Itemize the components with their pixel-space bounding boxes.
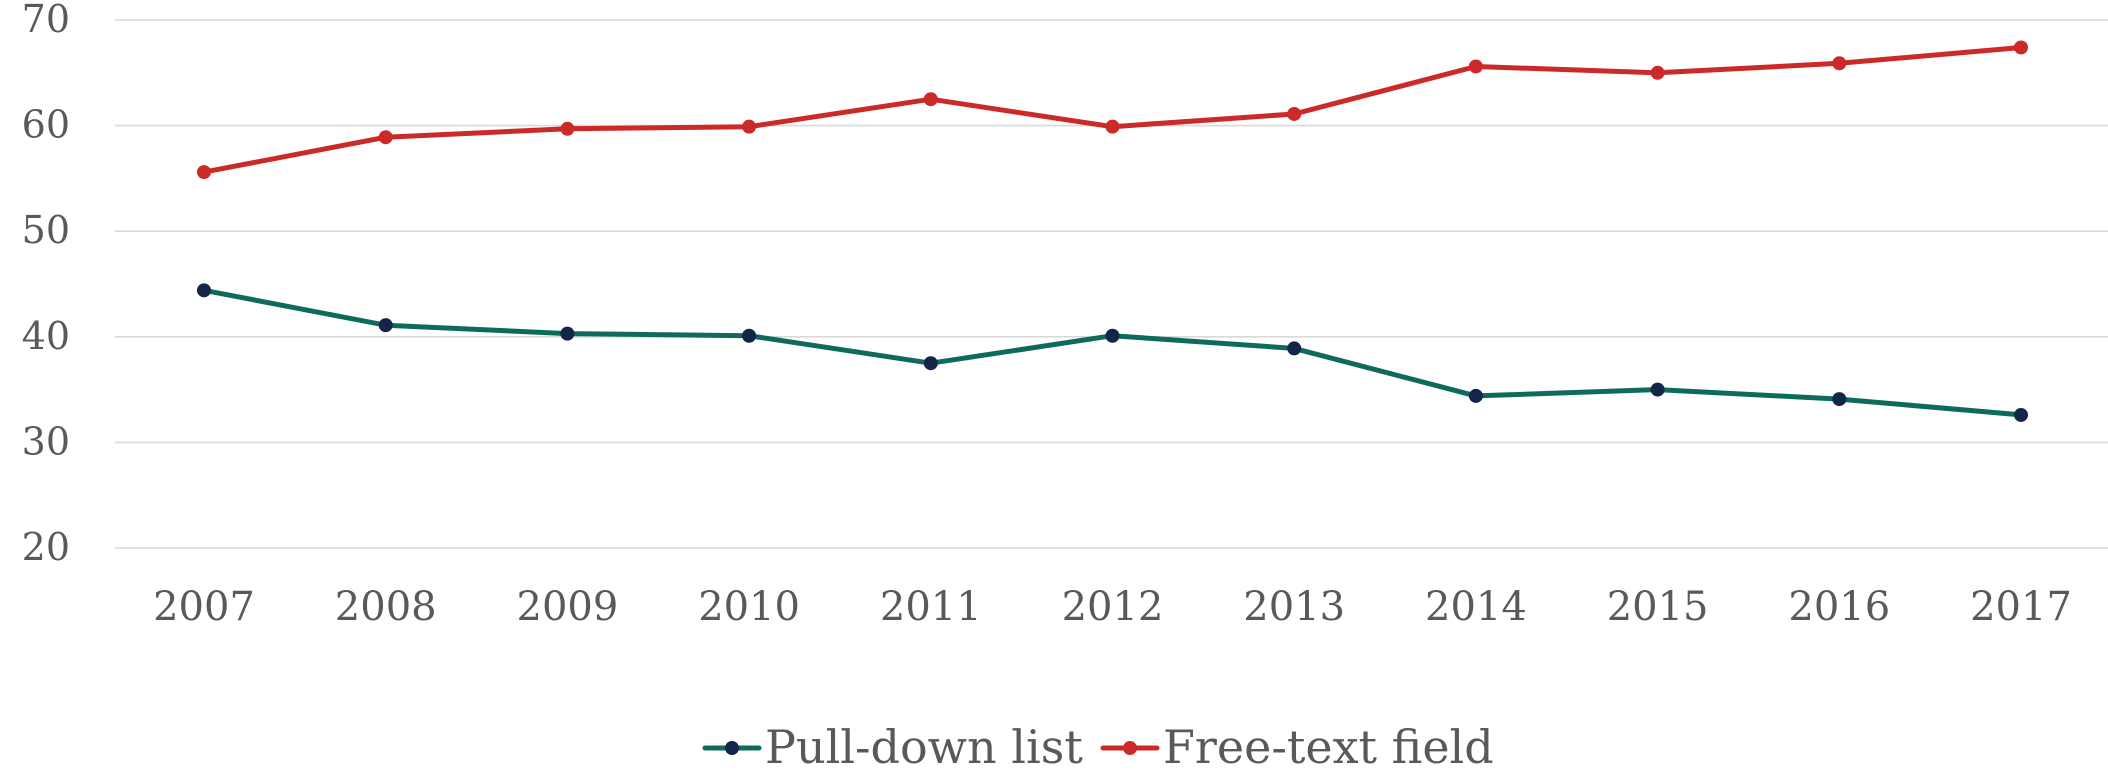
data-point [1287, 106, 1302, 121]
data-point [2014, 40, 2028, 55]
legend-swatch-marker [725, 741, 739, 755]
x-tick-label: 2009 [517, 584, 619, 630]
series-line-2 [201, 45, 2024, 175]
x-tick-label: 2012 [1062, 584, 1164, 630]
y-tick-label: 50 [22, 208, 70, 252]
gridlines [115, 19, 2108, 549]
data-point [378, 130, 393, 145]
data-point [1832, 392, 1847, 407]
y-axis-tick-labels: 20 30 40 50 60 70 [22, 0, 70, 569]
data-point [1105, 328, 1120, 343]
data-point [742, 119, 757, 134]
data-point [1832, 56, 1847, 71]
x-tick-label: 2017 [1970, 584, 2072, 630]
x-tick-label: 2015 [1607, 584, 1709, 630]
data-point [1468, 388, 1483, 403]
legend-label: Free-text field [1163, 720, 1494, 772]
x-tick-label: 2010 [698, 584, 800, 630]
data-point [560, 326, 575, 341]
x-tick-label: 2008 [335, 584, 437, 630]
data-point [378, 318, 393, 333]
y-tick-label: 20 [22, 525, 70, 569]
data-point [560, 121, 575, 136]
data-point [742, 328, 757, 343]
series-line-1 [201, 287, 2024, 418]
data-point [197, 283, 211, 298]
legend-item: Free-text field [1100, 720, 1494, 772]
data-point [1650, 382, 1665, 397]
y-tick-label: 60 [22, 103, 70, 147]
data-point [923, 92, 938, 107]
data-point [2014, 407, 2028, 422]
data-point [1468, 59, 1483, 74]
x-axis-tick-labels: 2007 2008 2009 2010 2011 2012 2013 2014 2015 2016… [153, 584, 2072, 630]
legend-label: Pull-down list [765, 720, 1083, 772]
data-point [1287, 341, 1302, 356]
data-point [1105, 119, 1120, 134]
x-tick-label: 2013 [1243, 584, 1345, 630]
legend-swatch-marker [1123, 741, 1137, 755]
series-markers [197, 40, 2028, 422]
y-tick-label: 30 [22, 419, 70, 463]
data-point [1650, 65, 1665, 80]
x-tick-label: 2014 [1425, 584, 1527, 630]
y-tick-label: 40 [22, 314, 70, 358]
x-tick-label: 2011 [880, 584, 982, 630]
y-tick-label: 70 [22, 0, 70, 41]
legend-item: Pull-down list [702, 720, 1083, 772]
x-tick-label: 2016 [1788, 584, 1890, 630]
x-tick-label: 2007 [153, 584, 255, 630]
data-point [197, 165, 211, 180]
data-point [923, 356, 938, 371]
legend: Pull-down list Free-text field [702, 720, 1494, 772]
